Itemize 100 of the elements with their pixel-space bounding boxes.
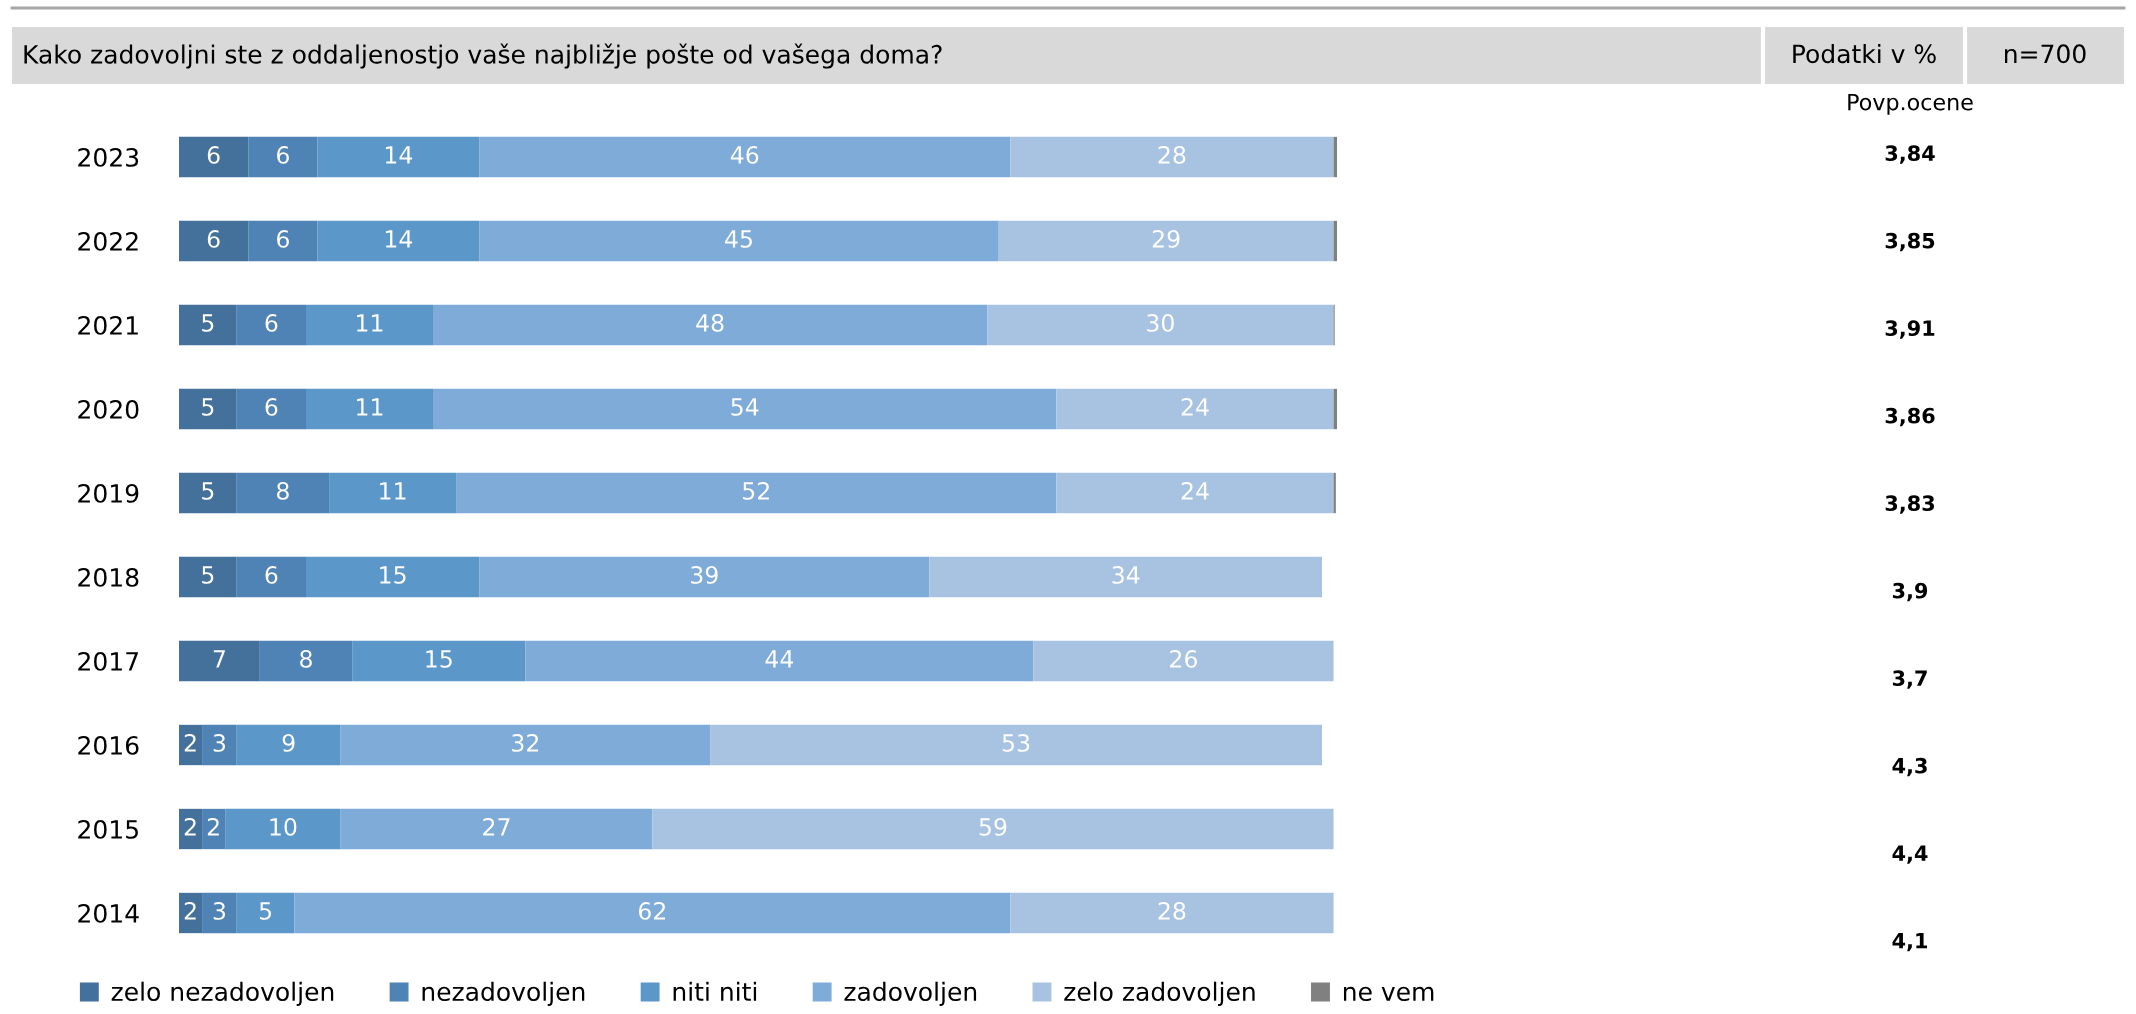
bar — [1056, 472, 1334, 514]
text: 4,1 — [1892, 933, 1928, 952]
data-label: 62 — [638, 901, 666, 920]
bar — [479, 220, 999, 262]
legend-label: zelo zadovoljen — [1064, 981, 1255, 1006]
text: 3,91 — [1885, 320, 1935, 339]
text: Podatki v % — [1793, 43, 1936, 64]
bar — [710, 724, 1322, 766]
data-label: 3 — [213, 901, 226, 920]
bar — [236, 556, 306, 598]
data-label: 10 — [270, 817, 297, 836]
data-label: 11 — [380, 482, 406, 500]
data-label: 2 — [184, 733, 196, 752]
text: 4,3 — [1892, 757, 1927, 777]
y-tick-label: 2018 — [78, 567, 139, 587]
data-label: 6 — [265, 397, 278, 416]
bar — [352, 640, 526, 682]
bar — [340, 724, 711, 766]
data-label: 46 — [730, 145, 759, 164]
bar — [179, 136, 249, 178]
bar — [236, 472, 330, 514]
bar — [202, 724, 237, 766]
bar — [1010, 136, 1334, 178]
data-label: 30 — [1147, 313, 1174, 332]
data-label: 11 — [357, 398, 383, 416]
bar — [202, 892, 237, 934]
data-label: 24 — [1181, 481, 1209, 500]
y-tick-label: 2022 — [78, 231, 138, 251]
data-label: 9 — [282, 733, 295, 752]
data-label: 5 — [259, 902, 272, 920]
bar — [248, 220, 318, 262]
data-label: 39 — [691, 565, 718, 584]
bar — [179, 304, 237, 346]
data-label: 14 — [385, 146, 413, 164]
chart-title: Kako zadovoljni ste z oddaljenostjo vaše najbližje pošte od vašega doma? — [24, 43, 942, 69]
bar — [236, 388, 306, 430]
data-label: 8 — [300, 649, 312, 668]
bar — [456, 472, 1057, 514]
bar — [433, 388, 1057, 430]
data-label: 11 — [357, 314, 383, 332]
data-label: 24 — [1181, 397, 1209, 416]
y-tick-label: 2019 — [78, 483, 139, 503]
data-label: 27 — [483, 817, 510, 836]
legend-label: ne vem — [1343, 986, 1434, 1002]
bar — [329, 472, 457, 514]
data-label: 7 — [213, 650, 225, 668]
legend-label: zadovoljen — [844, 981, 977, 1006]
data-label: 6 — [277, 145, 289, 164]
data-label: 26 — [1170, 649, 1197, 668]
text: 3,85 — [1885, 232, 1935, 252]
text: 3,7 — [1892, 670, 1927, 689]
bar — [248, 136, 318, 178]
data-label: 6 — [207, 145, 220, 164]
bar — [179, 556, 237, 598]
bar — [340, 808, 653, 850]
bar — [525, 640, 1034, 682]
bar — [179, 640, 260, 682]
text: 3,9 — [1892, 582, 1928, 602]
data-label: 5 — [202, 482, 214, 500]
y-tick-label: 2016 — [78, 735, 139, 755]
bar — [479, 556, 930, 598]
data-label: 59 — [979, 817, 1007, 836]
bar — [294, 892, 1011, 934]
bar — [1056, 388, 1334, 430]
data-label: 48 — [696, 313, 724, 332]
data-label: 8 — [277, 481, 289, 500]
bar — [306, 556, 480, 598]
data-label: 6 — [277, 229, 289, 248]
y-tick-label: 2023 — [78, 147, 139, 167]
text: Povp.ocene — [1848, 93, 1973, 115]
bar — [998, 220, 1334, 262]
bar — [317, 220, 480, 262]
data-label: 54 — [731, 398, 759, 416]
y-tick-label: 2021 — [78, 315, 138, 335]
bar — [479, 136, 1011, 178]
bar — [179, 472, 237, 514]
bar — [179, 892, 203, 934]
text: 3,86 — [1885, 407, 1935, 427]
bar — [202, 808, 226, 850]
data-label: 28 — [1158, 145, 1186, 164]
legend-label: niti niti — [673, 981, 757, 1001]
text: 3,84 — [1885, 145, 1935, 164]
data-label: 15 — [426, 650, 452, 668]
data-label: 52 — [743, 481, 769, 500]
legend-label: zelo nezadovoljen — [111, 981, 334, 1006]
bar — [236, 892, 295, 934]
data-label: 14 — [385, 230, 413, 248]
bar — [929, 556, 1322, 598]
data-label: 45 — [725, 230, 752, 248]
data-label: 6 — [207, 229, 220, 248]
legend-label: nezadovoljen — [422, 981, 585, 1006]
data-label: 2 — [207, 817, 219, 836]
data-label: 6 — [265, 565, 278, 584]
data-label: 32 — [512, 733, 539, 752]
data-label: 28 — [1158, 901, 1186, 920]
bar — [306, 304, 433, 346]
data-label: 44 — [765, 650, 794, 668]
bar — [179, 388, 237, 430]
text: 4,4 — [1892, 845, 1928, 864]
bar — [259, 640, 353, 682]
